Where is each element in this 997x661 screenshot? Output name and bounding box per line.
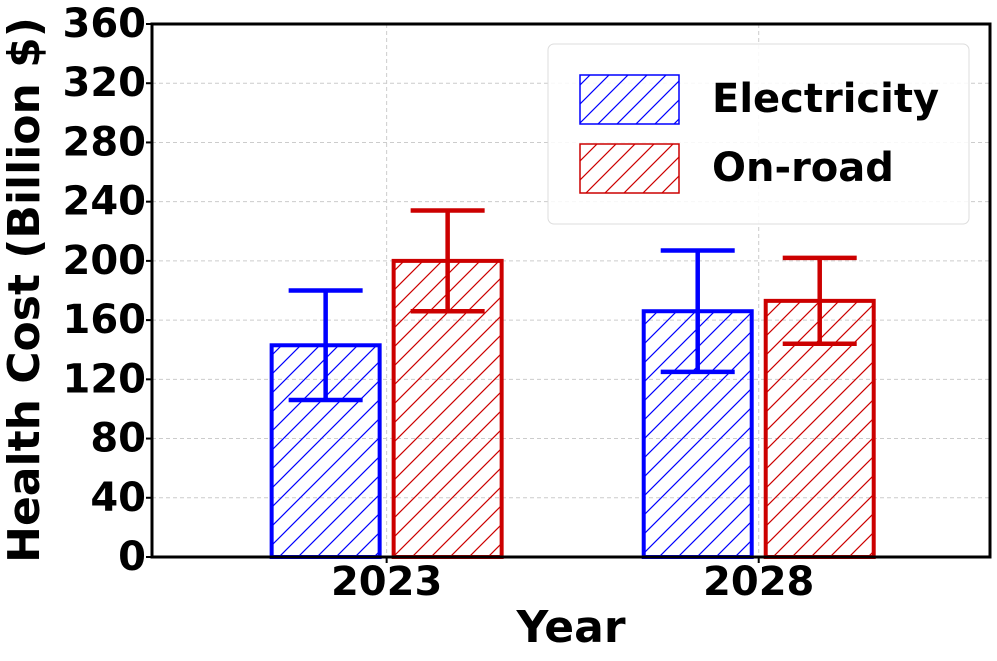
y-tick-label: 280 [63,119,147,165]
y-tick-label: 200 [63,238,147,284]
y-tick-label: 160 [63,297,147,343]
error-bar [782,255,857,347]
y-tick-label: 320 [63,60,147,106]
x-axis-title: Year [515,602,625,653]
x-tick-label: 2028 [703,559,814,605]
error-bar [288,288,363,403]
legend-label: On-road [712,145,894,191]
plot-frame [150,22,992,559]
error-bar [660,248,735,375]
legend-swatch [579,143,680,194]
y-tick-label: 240 [63,179,147,225]
legend-swatch [579,74,680,125]
error-bar [410,208,485,314]
y-tick-label: 80 [90,416,146,462]
x-tick-label: 2023 [331,559,442,605]
y-tick-label: 40 [90,475,146,521]
y-tick-label: 120 [63,356,147,402]
legend-label: Electricity [712,76,939,122]
y-tick-label: 0 [118,534,146,580]
legend-box [547,43,970,225]
y-axis-title: Health Cost (Billion $) [0,17,50,563]
y-tick-label: 360 [63,1,147,47]
